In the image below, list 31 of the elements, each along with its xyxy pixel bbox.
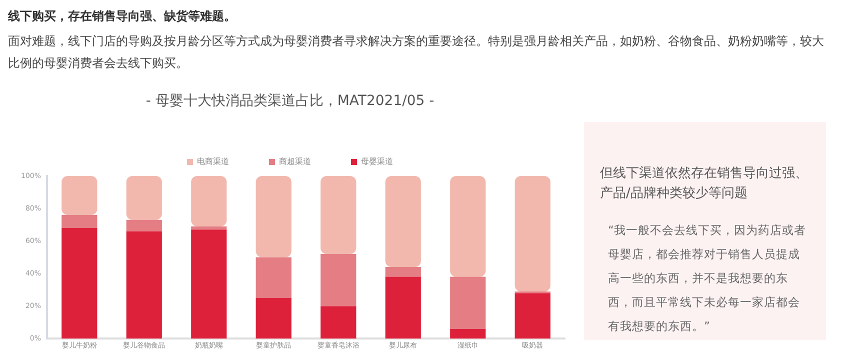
bar: [191, 230, 227, 339]
bar: [514, 176, 550, 292]
bar: [385, 176, 421, 268]
bar: [126, 176, 162, 220]
bar: [320, 176, 356, 254]
bar: [256, 298, 292, 339]
bar: [385, 267, 421, 277]
bar: [385, 276, 421, 339]
bar: [126, 220, 162, 232]
bar: [62, 176, 98, 216]
bar: [256, 257, 292, 298]
bar: [62, 215, 98, 228]
chart-title: - 母婴十大快消品类渠道占比，MAT2021/05 -: [144, 92, 436, 110]
bar: [191, 176, 227, 226]
text: 但线下渠道依然存在销售导向过强、产品/品牌种类较少等问题: [600, 165, 809, 203]
text: 线下购买，存在销售导向强、缺货等难题。: [8, 8, 236, 25]
bar: [62, 228, 98, 339]
text: “我一般不会去线下买，因为药店或者母婴店，都会推荐对于销售人员提成高一些的东西，并不是我想要的东西，而且平常线下未必每一家店都会有我想要的东西。”: [608, 222, 807, 335]
bar: [450, 176, 486, 277]
bar: [450, 328, 486, 339]
text: 面对难题，线下门店的导购及按月龄分区等方式成为母婴消费者寻求解决方案的重要途径。特别是强月龄相关产品，如奶粉、谷物食品、奶粉奶嘴等，较大比例的母婴消费者会去线下购买。: [8, 33, 825, 72]
legend-label: 电商渠道: [197, 157, 229, 166]
legend-label: 商超渠道: [279, 157, 311, 166]
bar: [450, 276, 486, 329]
bar: [256, 176, 292, 258]
bar: [320, 254, 356, 306]
bar: [320, 306, 356, 339]
bar: [514, 293, 550, 339]
bar: [191, 226, 227, 230]
legend-label: 母婴渠道: [361, 157, 393, 166]
bar: [126, 231, 162, 339]
